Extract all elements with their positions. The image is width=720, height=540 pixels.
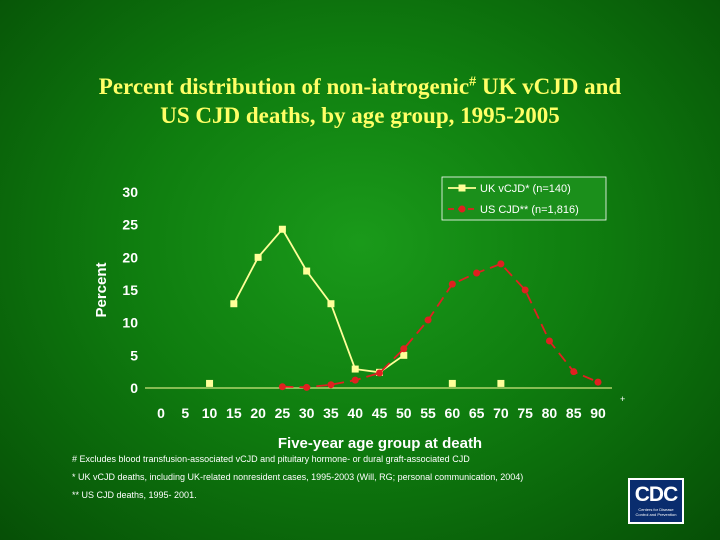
uk-vcjd-point (448, 379, 456, 387)
us-cjd-point (594, 378, 602, 386)
y-tick-label: 0 (130, 380, 138, 396)
x-axis-label: Five-year age group at death (278, 435, 482, 452)
y-tick-label: 30 (122, 184, 138, 200)
x-tick-label: 20 (250, 405, 266, 421)
legend: UK vCJD* (n=140) US CJD** (n=1,816) (441, 176, 607, 221)
y-tick-label: 15 (122, 282, 138, 298)
footnotes: # Excludes blood transfusion-associated … (72, 453, 632, 507)
us-cjd-point (521, 286, 529, 294)
uk-vcjd-point (400, 351, 408, 359)
legend-box (441, 176, 607, 221)
uk-vcjd-point (278, 225, 286, 233)
uk-vcjd-point (327, 300, 335, 308)
uk-vcjd-point (497, 379, 505, 387)
x-tick-label: 5 (181, 405, 189, 421)
y-tick-label: 5 (130, 347, 138, 363)
x-tick-label: 15 (226, 405, 242, 421)
uk-vcjd-line (233, 227, 405, 374)
us-cjd-point (327, 381, 335, 389)
uk-vcjd-point (230, 300, 238, 308)
legend-swatch-marker (458, 205, 466, 213)
footnote-2: * UK vCJD deaths, including UK-related n… (72, 472, 524, 482)
uk-vcjd-point (351, 365, 359, 373)
title-line2: US CJD deaths, by age group, 1995-2005 (160, 103, 560, 128)
us-cjd-line (282, 262, 599, 389)
us-cjd-point (545, 337, 553, 345)
x-tick-label: 60 (445, 405, 461, 421)
cdc-logo-mark: CDC (634, 483, 679, 506)
cdc-logo: CDC Centers for Disease Control and Prev… (628, 478, 684, 524)
us-cjd-point (448, 280, 456, 288)
chart-title: Percent distribution of non-iatrogenic# … (0, 72, 720, 130)
x-tick-label: 30 (299, 405, 315, 421)
us-cjd-point (303, 383, 311, 391)
legend-swatch-marker (458, 184, 466, 192)
x-tick-label: 50 (396, 405, 412, 421)
uk-vcjd-point (254, 253, 262, 261)
x-tick-label: 0 (157, 405, 165, 421)
us-cjd-point (351, 376, 359, 384)
x-axis-ticks: 0 5 10 15 20 25 30 35 40 45 50 55 60 65 70 75 80 85 90 (157, 405, 606, 421)
legend-label: US CJD** (n=1,816) (480, 204, 579, 216)
us-cjd-point (424, 316, 432, 324)
uk-vcjd-point (206, 379, 214, 387)
x-tick-label: 65 (469, 405, 485, 421)
x-tick-label: 85 (566, 405, 582, 421)
x-tick-label: 80 (542, 405, 558, 421)
us-cjd-point (376, 369, 383, 377)
x-tick-label: 35 (323, 405, 339, 421)
footnote-1: # Excludes blood transfusion-associated … (72, 454, 470, 464)
us-cjd-point (473, 269, 481, 277)
title-line1: Percent distribution of non-iatrogenic (98, 74, 470, 99)
x-tick-label: 90 (590, 405, 606, 421)
y-tick-label: 25 (122, 217, 138, 233)
y-axis-ticks: 0 5 10 15 20 25 30 (122, 184, 138, 396)
title-line1-end: UK vCJD and (476, 74, 622, 99)
plus-mark: + (620, 394, 625, 404)
x-tick-label: 25 (275, 405, 291, 421)
x-tick-label: 40 (347, 405, 363, 421)
x-tick-label: 10 (202, 405, 218, 421)
y-tick-label: 20 (122, 249, 138, 265)
uk-vcjd-point (303, 267, 311, 275)
x-tick-label: 70 (493, 405, 509, 421)
footnote-3: ** US CJD deaths, 1995- 2001. (72, 490, 197, 500)
cdc-logo-subtitle: Centers for Disease Control and Preventi… (635, 507, 677, 517)
x-tick-label: 45 (372, 405, 388, 421)
us-cjd-point (497, 260, 505, 268)
us-cjd-point (570, 368, 578, 376)
y-tick-label: 10 (122, 315, 138, 331)
legend-label: UK vCJD* (n=140) (480, 183, 571, 195)
us-cjd-point (400, 345, 408, 353)
x-tick-label: 55 (420, 405, 436, 421)
us-cjd-point (278, 383, 286, 391)
x-tick-label: 75 (517, 405, 533, 421)
title-footnote-mark: # (469, 74, 477, 90)
y-axis-label: Percent (93, 262, 110, 317)
series-layer (206, 225, 602, 391)
